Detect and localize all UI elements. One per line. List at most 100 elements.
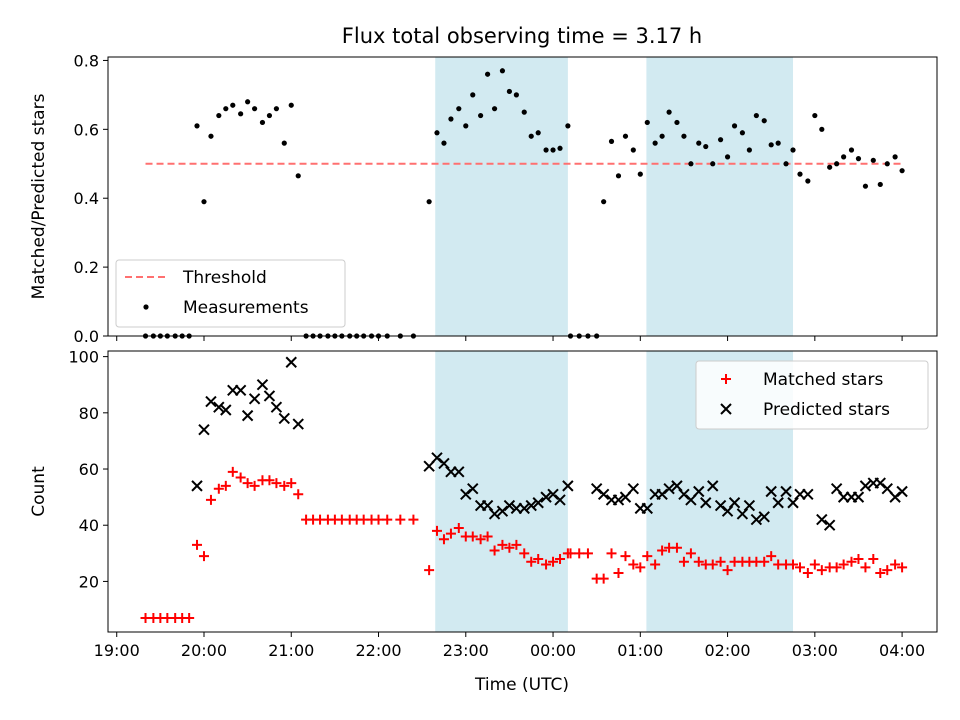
data-point bbox=[678, 556, 689, 567]
data-point bbox=[478, 112, 484, 119]
data-point bbox=[456, 106, 462, 112]
data-point bbox=[827, 164, 833, 170]
data-point bbox=[846, 556, 857, 567]
data-point bbox=[557, 145, 563, 151]
y-axis-label: Matched/Predicted stars bbox=[29, 93, 49, 299]
data-point bbox=[192, 539, 203, 550]
x-tick-label: 21:00 bbox=[268, 641, 314, 660]
data-point bbox=[597, 488, 610, 501]
data-point bbox=[728, 497, 741, 509]
data-point bbox=[499, 68, 506, 74]
data-point bbox=[783, 161, 789, 167]
data-point bbox=[688, 161, 694, 167]
data-point bbox=[802, 488, 814, 501]
data-point bbox=[899, 168, 905, 174]
data-point bbox=[288, 102, 294, 108]
data-point bbox=[819, 126, 825, 132]
data-point bbox=[700, 497, 712, 509]
data-point bbox=[671, 480, 683, 492]
x-tick-label: 02:00 bbox=[705, 641, 751, 660]
data-point bbox=[562, 480, 574, 492]
data-point bbox=[870, 157, 876, 163]
data-point bbox=[816, 513, 828, 526]
y-tick-label: 0.2 bbox=[74, 258, 99, 277]
y-tick-label: 80 bbox=[79, 404, 99, 423]
legend-box bbox=[115, 259, 346, 328]
data-point bbox=[613, 567, 624, 578]
data-point bbox=[293, 489, 304, 500]
data-point bbox=[768, 142, 774, 148]
data-point bbox=[259, 119, 266, 126]
data-point bbox=[475, 534, 486, 545]
data-point bbox=[582, 548, 593, 559]
y-tick-label: 20 bbox=[79, 572, 99, 591]
x-axis-label: Time (UTC) bbox=[474, 675, 569, 695]
data-point bbox=[526, 556, 537, 567]
data-point bbox=[242, 478, 253, 489]
data-point bbox=[201, 199, 207, 205]
data-point bbox=[227, 466, 238, 477]
data-point bbox=[382, 514, 393, 525]
data-point bbox=[715, 556, 726, 567]
data-point bbox=[797, 171, 803, 177]
data-point bbox=[601, 199, 607, 205]
y-tick-label: 0.4 bbox=[74, 189, 99, 208]
x-tick-label: 20:00 bbox=[181, 641, 227, 660]
data-point bbox=[235, 472, 246, 483]
x-tick-label: 00:00 bbox=[530, 641, 576, 660]
data-point bbox=[707, 559, 718, 570]
data-point bbox=[630, 147, 636, 153]
data-point bbox=[252, 106, 258, 112]
data-point bbox=[736, 508, 749, 520]
x-tick-label: 23:00 bbox=[443, 641, 489, 660]
data-point bbox=[823, 519, 836, 531]
data-point bbox=[860, 562, 871, 573]
data-point bbox=[263, 390, 276, 402]
data-point bbox=[194, 123, 200, 129]
chart-title: Flux total observing time = 3.17 h bbox=[342, 24, 702, 48]
data-point bbox=[256, 379, 269, 391]
data-point bbox=[717, 137, 724, 143]
count-panel: 20 40 60 80 100 19:00 20:00 21:00 22:00 23:00 00:0… bbox=[29, 348, 938, 660]
data-point bbox=[266, 112, 273, 119]
series-predicted-stars bbox=[191, 356, 908, 531]
data-point bbox=[875, 567, 886, 578]
data-point bbox=[503, 499, 516, 512]
axes-frame bbox=[107, 56, 938, 337]
data-point bbox=[882, 565, 893, 576]
data-point bbox=[550, 147, 556, 153]
data-point bbox=[482, 531, 493, 542]
data-point bbox=[802, 567, 813, 578]
data-point bbox=[497, 539, 508, 550]
data-point bbox=[463, 123, 469, 129]
data-point bbox=[657, 545, 668, 556]
data-point bbox=[685, 548, 696, 559]
data-point bbox=[565, 548, 576, 559]
data-point bbox=[659, 133, 665, 139]
data-point bbox=[642, 551, 653, 562]
shaded-interval-1 bbox=[435, 57, 568, 336]
data-point bbox=[513, 92, 519, 98]
data-point bbox=[739, 130, 746, 136]
data-point bbox=[722, 565, 733, 576]
y-axis-label: Count bbox=[29, 466, 49, 517]
data-point bbox=[772, 497, 784, 509]
data-point bbox=[816, 565, 827, 576]
data-point bbox=[574, 548, 585, 559]
data-point bbox=[644, 119, 650, 126]
legend-matched-swatch bbox=[721, 374, 731, 384]
data-point bbox=[788, 559, 799, 570]
data-point bbox=[281, 140, 287, 146]
data-point bbox=[533, 553, 544, 564]
data-point bbox=[615, 173, 622, 179]
data-point bbox=[766, 551, 777, 562]
data-point bbox=[809, 559, 820, 570]
data-point bbox=[855, 156, 862, 162]
data-point bbox=[731, 123, 738, 129]
data-point bbox=[759, 556, 770, 567]
data-point bbox=[838, 559, 849, 570]
y-tick-label: 40 bbox=[79, 516, 99, 535]
legend: Matched stars Predicted stars bbox=[695, 360, 929, 430]
data-point bbox=[831, 562, 842, 573]
x-tick-label: 04:00 bbox=[879, 641, 925, 660]
